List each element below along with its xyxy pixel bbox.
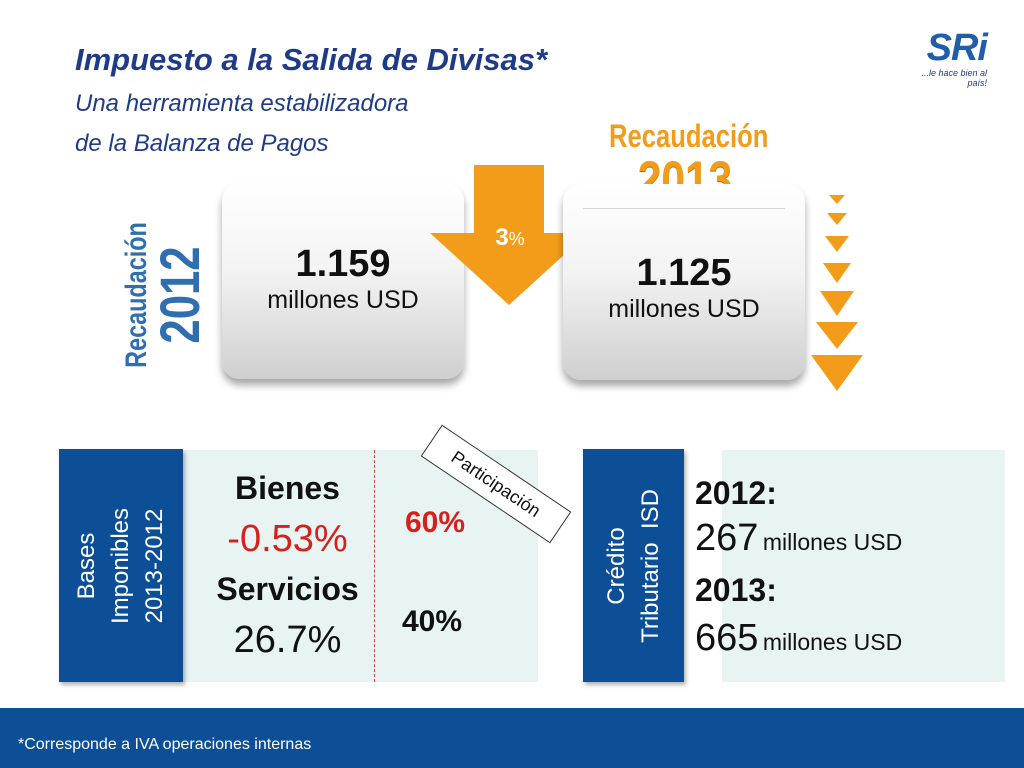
tax-credit-header-line-2: Tributario ISD <box>636 488 664 643</box>
collection-2012-value: 1.159 <box>295 243 391 285</box>
footer-bar: *Corresponde a IVA operaciones internas <box>0 708 1024 768</box>
goods-label: Bienes <box>235 470 340 506</box>
page-title: Impuesto a la Salida de Divisas* <box>75 42 548 77</box>
logo-mark: SRi <box>926 27 988 69</box>
tax-bases-header-line-3: 2013-2012 <box>141 508 168 623</box>
tax-credit-header-line-1: Crédito <box>602 526 630 605</box>
credit-year-2012: 2012: <box>695 475 777 511</box>
services-share: 40% <box>402 605 463 638</box>
subtitle-line-2: de la Balanza de Pagos <box>75 130 329 157</box>
credit-year-2013: 2013: <box>695 572 777 608</box>
credit-value-2013: 665 millones USD <box>695 617 902 660</box>
logo-tagline: ...le hace bien al país! <box>921 68 987 88</box>
decrease-arrow-icon <box>430 165 588 305</box>
change-percent: 3% <box>482 224 538 252</box>
collection-2013-card: 1.125 millones USD <box>563 184 805 380</box>
credit-value-2013-unit: millones USD <box>762 629 903 655</box>
collection-2013-unit: millones USD <box>608 295 760 323</box>
tax-bases-header-line-2: Imponibles <box>107 507 134 624</box>
footnote: *Corresponde a IVA operaciones internas <box>18 736 312 753</box>
tax-credit-header: Crédito Tributario ISD <box>583 449 684 682</box>
services-label: Servicios <box>216 571 359 607</box>
credit-value-2012-number: 267 <box>695 517 759 559</box>
tax-bases-header: Bases Imponibles 2013-2012 <box>59 449 183 682</box>
tax-credit-panel <box>722 450 1005 682</box>
page-subtitle: Una herramienta estabilizadora de la Bal… <box>75 84 409 164</box>
collection-2013-word: Recaudación <box>609 118 769 154</box>
collection-2012-year: 2012 <box>148 246 211 344</box>
tax-bases-header-line-1: Bases <box>73 532 100 599</box>
subtitle-line-1: Una herramienta estabilizadora <box>75 90 409 117</box>
credit-value-2012-unit: millones USD <box>762 529 903 555</box>
services-value: 26.7% <box>233 619 342 661</box>
dashed-divider <box>374 450 375 682</box>
collection-2012-label: Recaudación 2012 <box>100 200 230 390</box>
change-number: 3 <box>495 224 509 251</box>
collection-2013-value: 1.125 <box>636 252 732 294</box>
goods-share: 60% <box>405 506 466 539</box>
decreasing-triangles-icon <box>811 195 863 391</box>
collection-2012-card: 1.159 millones USD <box>222 183 464 379</box>
sri-logo: SRi ...le hace bien al país! <box>905 27 988 88</box>
credit-value-2012: 267 millones USD <box>695 517 902 560</box>
collection-2012-unit: millones USD <box>267 286 419 314</box>
credit-value-2013-number: 665 <box>695 617 759 659</box>
change-symbol: % <box>508 229 525 249</box>
goods-value: -0.53% <box>227 518 348 560</box>
